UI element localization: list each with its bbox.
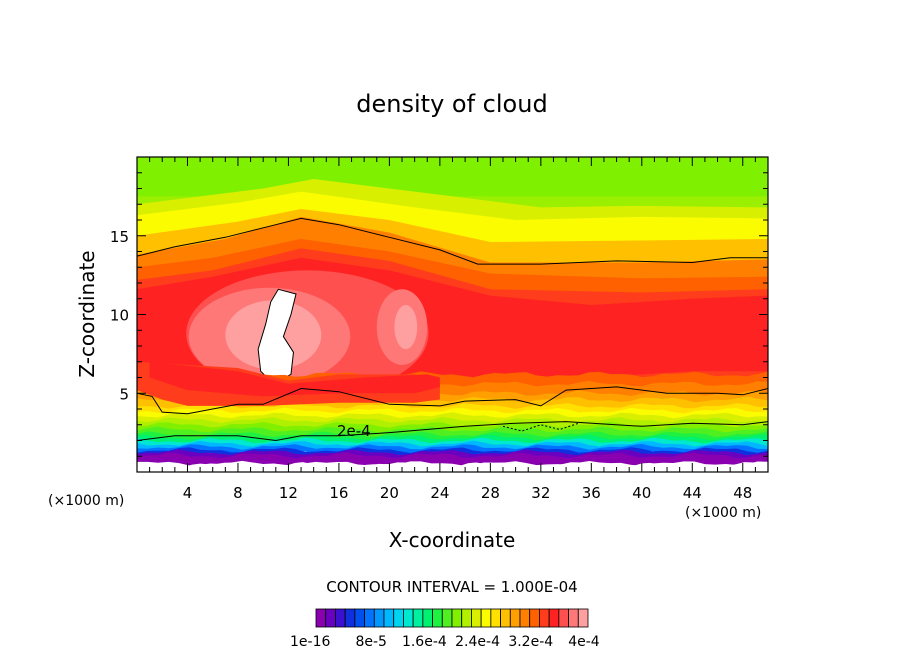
x-tick-label: 28	[481, 484, 500, 502]
colorbar-swatch	[490, 608, 501, 628]
colorbar-swatch	[383, 608, 395, 628]
y-tick-label: 15	[110, 228, 129, 246]
x-tick-label: 20	[380, 484, 399, 502]
colorbar-swatch	[422, 608, 433, 628]
chart-title: density of cloud	[356, 90, 547, 118]
y-tick-label: 10	[110, 307, 129, 325]
x-tick-label: 16	[329, 484, 348, 502]
colorbar-swatch	[325, 608, 336, 628]
x-tick-label: 8	[233, 484, 243, 502]
colorbar-swatch	[558, 608, 569, 628]
colorbar-swatch	[577, 608, 589, 628]
y-axis: 5 10 15	[110, 172, 768, 457]
colorbar	[315, 608, 589, 628]
x-unit-right: (×1000 m)	[685, 505, 761, 521]
colorbar-swatch	[500, 608, 511, 628]
colorbar-swatch	[451, 608, 463, 628]
x-tick-label: 4	[183, 484, 193, 502]
field-lower-core-left-inner	[149, 361, 440, 397]
x-axis: 4 8 12 16 20 24 28 32 36 40 44 48	[149, 157, 756, 502]
colorbar-swatch	[539, 608, 550, 628]
colorbar-swatch	[354, 608, 365, 628]
plot-area	[137, 157, 768, 472]
x-tick-label: 32	[531, 484, 550, 502]
colorbar-swatch	[344, 608, 356, 628]
colorbar-swatch	[568, 608, 579, 628]
colorbar-label: 4e-4	[568, 634, 600, 650]
x-unit-left: (×1000 m)	[48, 493, 124, 509]
colorbar-swatch	[548, 608, 560, 628]
colorbar-swatch	[519, 608, 531, 628]
colorbar-swatch	[373, 608, 385, 628]
x-tick-label: 48	[733, 484, 752, 502]
contour-upper	[137, 217, 768, 265]
x-tick-label: 12	[279, 484, 298, 502]
colorbar-swatch	[403, 608, 414, 628]
x-tick-label: 40	[632, 484, 651, 502]
colorbar-swatch	[441, 608, 453, 628]
x-axis-label: X-coordinate	[389, 528, 516, 552]
colorbar-swatch	[432, 608, 443, 628]
colorbar-label: 1e-16	[290, 634, 330, 650]
contour-interval: CONTOUR INTERVAL = 1.000E-04	[326, 578, 577, 596]
x-tick-label: 44	[683, 484, 702, 502]
cloud-side-core	[394, 305, 418, 350]
contour-lines	[137, 217, 768, 442]
colorbar-label: 1.6e-4	[402, 634, 447, 650]
colorbar-swatch	[412, 608, 424, 628]
colorbar-swatch	[393, 608, 404, 628]
colorbar-swatch	[509, 608, 521, 628]
colorbar-swatch	[529, 608, 540, 628]
colorbar-swatch	[335, 608, 346, 628]
colorbar-label: 2.4e-4	[455, 634, 500, 650]
x-tick-label: 36	[582, 484, 601, 502]
contour-mid	[137, 386, 768, 415]
colorbar-labels: 1e-16 8e-5 1.6e-4 2.4e-4 3.2e-4 4e-4	[290, 634, 600, 650]
field-lower-band-17	[137, 452, 768, 466]
contour-2e-4	[137, 421, 768, 442]
colorbar-swatch	[480, 608, 492, 628]
colorbar-swatch	[364, 608, 375, 628]
colorbar-swatch	[461, 608, 472, 628]
colorbar-label: 3.2e-4	[508, 634, 553, 650]
field-band-green	[137, 157, 768, 197]
x-tick-label: 24	[430, 484, 449, 502]
contour-low	[502, 422, 579, 432]
colorbar-swatch	[471, 608, 482, 628]
colorbar-swatch	[315, 608, 327, 628]
contour-label: 2e-4	[337, 422, 371, 440]
colorbar-label: 8e-5	[355, 634, 386, 650]
field-ground	[137, 462, 768, 472]
y-tick-label: 5	[119, 385, 129, 403]
y-axis-label: Z-coordinate	[75, 250, 99, 377]
